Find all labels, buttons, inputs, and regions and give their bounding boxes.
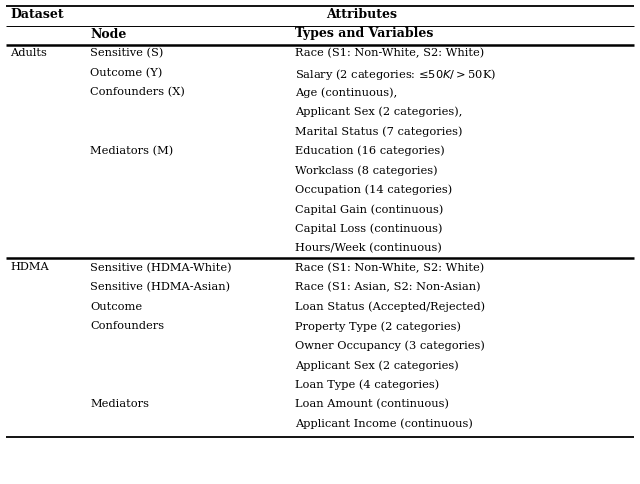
Text: Mediators: Mediators <box>90 399 149 409</box>
Text: Loan Amount (continuous): Loan Amount (continuous) <box>295 399 449 409</box>
Text: Hours/Week (continuous): Hours/Week (continuous) <box>295 243 442 253</box>
Text: Applicant Income (continuous): Applicant Income (continuous) <box>295 419 473 429</box>
Text: Loan Type (4 categories): Loan Type (4 categories) <box>295 379 439 390</box>
Text: Attributes: Attributes <box>326 8 397 21</box>
Text: Capital Gain (continuous): Capital Gain (continuous) <box>295 204 444 214</box>
Text: Marital Status (7 categories): Marital Status (7 categories) <box>295 126 463 136</box>
Text: Capital Loss (continuous): Capital Loss (continuous) <box>295 224 442 234</box>
Text: Race (S1: Non-White, S2: White): Race (S1: Non-White, S2: White) <box>295 262 484 273</box>
Text: Age (continuous),: Age (continuous), <box>295 87 397 98</box>
Text: Occupation (14 categories): Occupation (14 categories) <box>295 184 452 195</box>
Text: HDMA: HDMA <box>10 262 49 272</box>
Text: Race (S1: Asian, S2: Non-Asian): Race (S1: Asian, S2: Non-Asian) <box>295 282 481 292</box>
Text: Dataset: Dataset <box>10 8 63 21</box>
Text: Confounders: Confounders <box>90 321 164 331</box>
Text: Sensitive (HDMA-White): Sensitive (HDMA-White) <box>90 262 232 273</box>
Text: Sensitive (S): Sensitive (S) <box>90 48 163 58</box>
Text: Sensitive (HDMA-Asian): Sensitive (HDMA-Asian) <box>90 282 230 292</box>
Text: Workclass (8 categories): Workclass (8 categories) <box>295 165 438 176</box>
Text: Applicant Sex (2 categories): Applicant Sex (2 categories) <box>295 360 459 371</box>
Text: Owner Occupancy (3 categories): Owner Occupancy (3 categories) <box>295 341 485 351</box>
Text: Property Type (2 categories): Property Type (2 categories) <box>295 321 461 332</box>
Text: Outcome: Outcome <box>90 302 142 312</box>
Text: Race (S1: Non-White, S2: White): Race (S1: Non-White, S2: White) <box>295 48 484 59</box>
Text: Salary (2 categories: ≤$50K/>$50K): Salary (2 categories: ≤$50K/>$50K) <box>295 67 496 82</box>
Text: Outcome (Y): Outcome (Y) <box>90 67 163 78</box>
Text: Adults: Adults <box>10 48 47 58</box>
Text: Mediators (M): Mediators (M) <box>90 146 173 156</box>
Text: Node: Node <box>90 28 126 41</box>
Text: Loan Status (Accepted/Rejected): Loan Status (Accepted/Rejected) <box>295 302 485 312</box>
Text: Education (16 categories): Education (16 categories) <box>295 146 445 156</box>
Text: Types and Variables: Types and Variables <box>295 28 433 41</box>
Text: Confounders (X): Confounders (X) <box>90 87 185 97</box>
Text: Applicant Sex (2 categories),: Applicant Sex (2 categories), <box>295 106 462 117</box>
